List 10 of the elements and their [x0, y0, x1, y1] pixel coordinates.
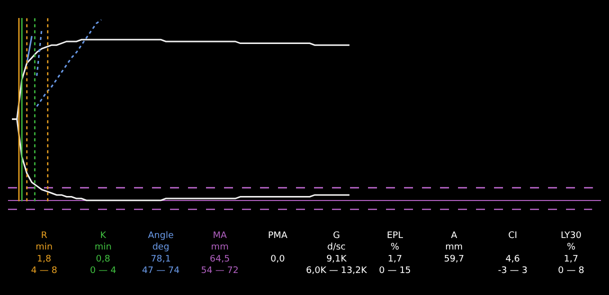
text: EPL % 1,7 0 — 15 [379, 231, 411, 276]
text: R min 1,8 4 — 8 [31, 231, 58, 276]
text: G d/sc 9,1K 6,0K — 13,2K [306, 231, 368, 276]
text: A mm 59,7 [444, 231, 464, 264]
text: K min 0,8 0 — 4 [90, 231, 116, 276]
text: CI 4,6 -3 — 3 [498, 231, 528, 276]
text: LY30 % 1,7 0 — 8 [558, 231, 584, 276]
text: Angle deg 78,1 47 — 74 [142, 231, 180, 276]
text: PMA 0,0 [268, 231, 288, 264]
text: MA mm 64,5 54 — 72 [201, 231, 239, 276]
